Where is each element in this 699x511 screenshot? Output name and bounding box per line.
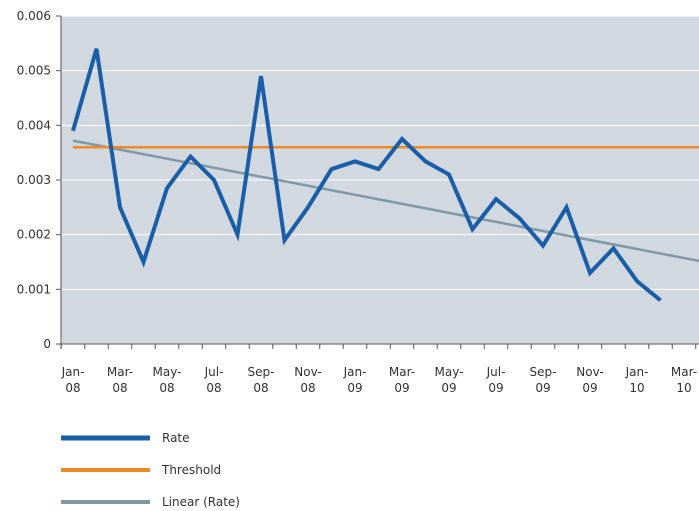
y-tick-label: 0 — [43, 337, 51, 351]
x-tick-label: 10 — [629, 381, 644, 395]
x-tick-label: 08 — [300, 381, 315, 395]
x-tick-label: Mar- — [389, 365, 415, 379]
y-tick-label: 0.002 — [17, 228, 51, 242]
y-tick-label: 0.001 — [17, 282, 51, 296]
x-tick-label: 10 — [676, 381, 691, 395]
x-tick-label: Mar- — [671, 365, 697, 379]
gridlines — [61, 15, 699, 290]
x-tick-label: 08 — [206, 381, 221, 395]
series-lines — [71, 48, 699, 302]
legend-label: Rate — [162, 431, 190, 445]
y-tick-label: 0.004 — [17, 118, 51, 132]
x-tick-label: May- — [435, 365, 464, 379]
x-tick-label: 09 — [394, 381, 409, 395]
x-tick-label: 08 — [112, 381, 127, 395]
y-tick-label: 0.006 — [17, 9, 51, 23]
x-axis: Jan- 08 Mar- 08 May- 08 Jul- 08 Sep- 08 Nov- 08 Jan-… — [61, 343, 699, 395]
y-axis-ticks: 0 0.001 0.002 0.003 0.004 0.005 0.006 — [17, 9, 62, 351]
y-tick-label: 0.005 — [17, 64, 51, 78]
x-tick-label: Sep- — [248, 365, 275, 379]
x-tick-label: 08 — [65, 381, 80, 395]
x-tick-label: 08 — [159, 381, 174, 395]
x-tick-label: May- — [153, 365, 182, 379]
x-tick-label: Jan- — [625, 365, 649, 379]
series-line-linear-rate — [72, 139, 699, 263]
legend-label: Threshold — [161, 463, 221, 477]
x-tick-label: 09 — [582, 381, 597, 395]
x-tick-label: Nov- — [576, 365, 603, 379]
x-tick-label: Jul- — [204, 365, 224, 379]
series-line-rate — [71, 48, 662, 302]
x-tick-label: Mar- — [107, 365, 133, 379]
y-tick-label: 0.003 — [17, 173, 51, 187]
x-tick-label: 09 — [488, 381, 503, 395]
x-tick-label: 09 — [441, 381, 456, 395]
legend: Rate Threshold Linear (Rate) — [61, 431, 240, 509]
legend-label: Linear (Rate) — [162, 495, 240, 509]
x-tick-label: 08 — [253, 381, 268, 395]
x-tick-label: 09 — [535, 381, 550, 395]
x-tick-label: 09 — [347, 381, 362, 395]
x-tick-label: Jul- — [486, 365, 506, 379]
x-tick-label: Jan- — [61, 365, 85, 379]
x-tick-label: Sep- — [530, 365, 557, 379]
x-tick-label: Nov- — [294, 365, 321, 379]
x-tick-label: Jan- — [343, 365, 367, 379]
